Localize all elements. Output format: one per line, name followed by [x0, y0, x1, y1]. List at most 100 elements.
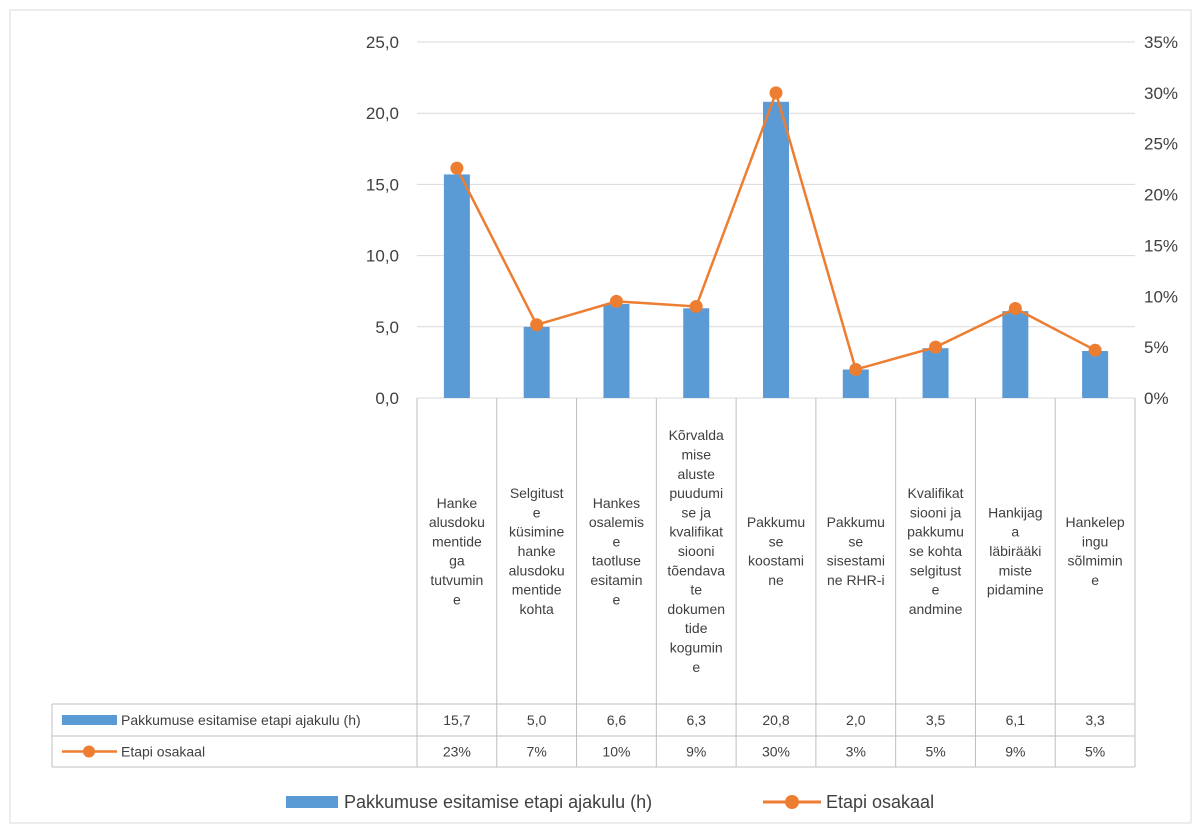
category-label-line: e: [533, 504, 541, 520]
category-label-line: Selgitust: [510, 485, 564, 501]
category-label-line: ingu: [1082, 533, 1108, 549]
left-tick-label: 15,0: [366, 175, 399, 194]
category-label-line: kvalifikat: [669, 524, 723, 540]
category-label: Pakkumu se sisestami ne RHR-i: [827, 514, 885, 588]
right-tick-label: 20%: [1144, 186, 1178, 205]
category-label-line: sisestami: [827, 553, 885, 569]
table-value: 6,3: [686, 712, 706, 728]
table-value: 6,1: [1006, 712, 1026, 728]
category-label-line: se: [769, 533, 784, 549]
table-value: 3%: [846, 744, 866, 760]
category-label-line: siooni: [678, 543, 715, 559]
table-value: 23%: [443, 744, 471, 760]
category-label-line: koostami: [748, 553, 804, 569]
category-label-line: pakkumu: [907, 524, 964, 540]
category-label-line: mentide: [512, 582, 562, 598]
line-series: [450, 86, 1102, 377]
category-label-line: te: [690, 582, 702, 598]
category-label-line: se: [848, 533, 863, 549]
line-point: [769, 86, 783, 100]
category-label-line: pidamine: [987, 582, 1044, 598]
category-label-line: siooni ja: [910, 504, 962, 520]
category-label-line: küsimine: [509, 524, 564, 540]
table-value: 7%: [527, 744, 547, 760]
category-label-line: a: [1011, 524, 1019, 540]
table-series-name: Etapi osakaal: [121, 744, 205, 760]
legend-line-marker: [785, 795, 799, 809]
category-label: Hankijag a läbirääki miste pidamine: [987, 504, 1044, 597]
category-label-line: alusdoku: [429, 514, 485, 530]
category-label: Kõrvalda mise aluste puudumi se ja kvalifikat…: [667, 427, 725, 675]
left-tick-label: 0,0: [375, 389, 399, 408]
table-value: 10%: [602, 744, 630, 760]
line-point: [689, 299, 703, 313]
right-tick-label: 10%: [1144, 287, 1178, 306]
category-label: Pakkumu se koostami ne: [747, 514, 805, 588]
category-label-line: kogumin: [670, 640, 723, 656]
category-label-line: esitamin: [590, 572, 642, 588]
category-label-line: e: [1091, 572, 1099, 588]
legend: Pakkumuse esitamise etapi ajakulu (h) Et…: [286, 792, 934, 812]
left-tick-label: 25,0: [366, 33, 399, 52]
line-point: [849, 363, 863, 377]
right-tick-label: 25%: [1144, 135, 1178, 154]
legend-bar-label: Pakkumuse esitamise etapi ajakulu (h): [344, 792, 652, 812]
right-tick-label: 30%: [1144, 84, 1178, 103]
left-tick-label: 10,0: [366, 247, 399, 266]
category-label-line: se kohta: [909, 543, 962, 559]
table-value: 3,3: [1085, 712, 1105, 728]
right-tick-label: 35%: [1144, 33, 1178, 52]
legend-line-label: Etapi osakaal: [826, 792, 934, 812]
line-point: [1088, 343, 1102, 357]
left-tick-label: 5,0: [375, 318, 399, 337]
category-label-line: aluste: [678, 466, 716, 482]
left-axis-ticks: 0,0 5,0 10,0 15,0 20,0 25,0: [366, 33, 399, 408]
category-label: Selgitust e küsimine hanke alusdoku mentide ko…: [509, 485, 565, 617]
category-label-line: läbirääki: [989, 543, 1041, 559]
table-bar-key: [62, 715, 117, 725]
line-point: [450, 161, 464, 175]
category-label-line: Hankes: [593, 495, 640, 511]
bar: [603, 304, 630, 398]
category-label-line: alusdoku: [509, 562, 565, 578]
bar: [922, 348, 949, 398]
table-line-key-marker: [83, 745, 95, 758]
right-tick-label: 5%: [1144, 338, 1169, 357]
line-point: [609, 294, 623, 308]
category-label-line: puudumi: [669, 485, 723, 501]
category-label: Hankelep ingu sõlmimin e: [1066, 514, 1125, 588]
bar-series: [443, 101, 1109, 399]
category-label-line: e: [453, 591, 461, 607]
category-label-line: Kvalifikat: [908, 485, 964, 501]
category-label-line: e: [613, 591, 621, 607]
table-value: 5,0: [527, 712, 547, 728]
category-label-line: mentide: [432, 533, 482, 549]
table-value: 3,5: [926, 712, 946, 728]
data-table: Hanke alusdoku mentide ga tutvumin eSelgitust…: [51, 398, 1136, 768]
category-label-line: hanke: [518, 543, 556, 559]
table-value: 5%: [1085, 744, 1105, 760]
bar: [763, 101, 789, 399]
bar: [683, 308, 710, 398]
category-label-line: Pakkumu: [747, 514, 805, 530]
category-label-line: Hankijag: [988, 504, 1042, 520]
category-label-line: sõlmimin: [1067, 553, 1122, 569]
legend-bar-swatch: [286, 796, 338, 808]
category-label-line: ga: [449, 553, 465, 569]
table-value: 15,7: [443, 712, 470, 728]
category-label-line: ne: [768, 572, 784, 588]
category-label-line: mise: [681, 447, 711, 463]
table-value: 9%: [686, 744, 706, 760]
category-label-line: andmine: [909, 601, 963, 617]
category-label-line: tõendava: [667, 562, 725, 578]
category-label-line: Hankelep: [1066, 514, 1125, 530]
category-label-line: e: [613, 533, 621, 549]
category-label-line: e: [932, 582, 940, 598]
bar: [523, 326, 550, 398]
category-label: Hankes osalemis e taotluse esitamin e: [589, 495, 644, 608]
table-series-name: Pakkumuse esitamise etapi ajakulu (h): [121, 712, 361, 728]
category-label: Hanke alusdoku mentide ga tutvumin e: [429, 495, 485, 608]
table-value: 30%: [762, 744, 790, 760]
bar: [1002, 311, 1029, 398]
category-label: Kvalifikat siooni ja pakkumu se kohta selgit…: [907, 485, 964, 617]
